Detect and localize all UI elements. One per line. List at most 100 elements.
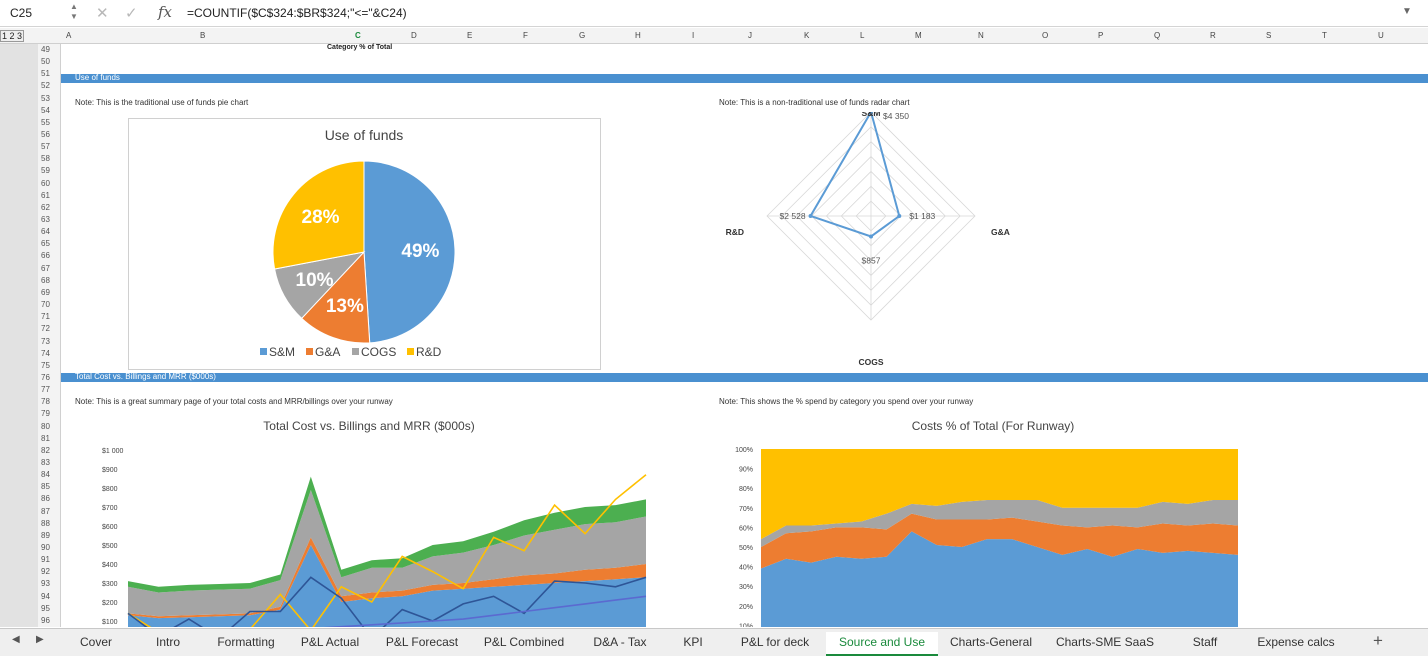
row-header[interactable]: 82 [41, 445, 50, 455]
radar-chart[interactable]: S&M G&A COGS R&D $4 350 $1 183 $857 $2 528 [721, 112, 1031, 367]
row-header[interactable]: 51 [41, 69, 50, 79]
sheet-tab[interactable]: P&L Actual [300, 635, 360, 649]
row-header[interactable]: 58 [41, 154, 50, 164]
sheet-tab[interactable]: Formatting [217, 635, 275, 649]
row-header[interactable]: 52 [41, 81, 50, 91]
confirm-icon[interactable]: ✓ [125, 5, 138, 22]
row-header[interactable]: 72 [41, 324, 50, 334]
row-header[interactable]: 68 [41, 275, 50, 285]
column-header-k[interactable]: K [804, 31, 810, 40]
row-header[interactable]: 91 [41, 555, 50, 565]
pie-chart[interactable]: Use of funds 49% 13% 10% 28% S&M G&A COGS R&D [128, 118, 601, 370]
row-header[interactable]: 84 [41, 470, 50, 480]
sheet-tab[interactable]: Expense calcs [1257, 635, 1335, 649]
column-header-s[interactable]: S [1266, 31, 1272, 40]
row-header[interactable]: 75 [41, 360, 50, 370]
row-header[interactable]: 89 [41, 530, 50, 540]
column-header-e[interactable]: E [467, 31, 473, 40]
column-header-d[interactable]: D [411, 31, 417, 40]
name-box[interactable]: C25 [10, 6, 33, 20]
pie-chart-title: Use of funds [325, 127, 404, 143]
sheet-tab[interactable]: Intro [155, 635, 180, 649]
sheet-tab[interactable]: KPI [683, 635, 703, 649]
sheet-tab[interactable]: Charts-SME SaaS [1055, 635, 1155, 649]
row-header[interactable]: 87 [41, 506, 50, 516]
row-header[interactable]: 56 [41, 130, 50, 140]
row-header[interactable]: 80 [41, 421, 50, 431]
sheet-tab[interactable]: Cover [79, 635, 112, 649]
column-header-j[interactable]: J [748, 31, 752, 40]
row-header[interactable]: 95 [41, 603, 50, 613]
column-header-m[interactable]: M [915, 31, 922, 40]
function-icon[interactable]: fx [158, 3, 173, 21]
column-header-u[interactable]: U [1378, 31, 1384, 40]
row-header[interactable]: 64 [41, 227, 50, 237]
sheet-tab[interactable]: P&L Combined [483, 635, 565, 649]
row-header[interactable]: 54 [41, 105, 50, 115]
column-header-f[interactable]: F [523, 31, 528, 40]
row-header[interactable]: 77 [41, 385, 50, 395]
name-box-spinner[interactable]: ▲ ▼ [70, 2, 78, 21]
row-header[interactable]: 67 [41, 263, 50, 273]
row-header[interactable]: 69 [41, 287, 50, 297]
row-header[interactable]: 59 [41, 166, 50, 176]
row-header[interactable]: 96 [41, 615, 50, 625]
row-header[interactable]: 83 [41, 457, 50, 467]
row-header[interactable]: 71 [41, 312, 50, 322]
row-header[interactable]: 79 [41, 409, 50, 419]
column-header-b[interactable]: B [200, 31, 206, 40]
row-header[interactable]: 94 [41, 591, 50, 601]
row-header[interactable]: 73 [41, 336, 50, 346]
expand-formula-icon[interactable]: ▼ [1402, 6, 1412, 17]
row-header[interactable]: 78 [41, 397, 50, 407]
row-header[interactable]: 66 [41, 251, 50, 261]
sheet-tab[interactable]: P&L Forecast [385, 635, 459, 649]
row-header[interactable]: 61 [41, 190, 50, 200]
column-header-q[interactable]: Q [1154, 31, 1161, 40]
row-header[interactable]: 76 [41, 372, 50, 382]
add-sheet-icon[interactable]: + [1373, 631, 1383, 650]
row-header[interactable]: 74 [41, 348, 50, 358]
sheet-tab[interactable]: Source and Use [826, 632, 938, 656]
row-header[interactable]: 88 [41, 518, 50, 528]
column-header-c[interactable]: C [355, 31, 361, 40]
column-header-t[interactable]: T [1322, 31, 1327, 40]
row-header[interactable]: 90 [41, 542, 50, 552]
row-header[interactable]: 53 [41, 93, 50, 103]
column-header-n[interactable]: N [978, 31, 984, 40]
row-header[interactable]: 81 [41, 433, 50, 443]
row-header[interactable]: 65 [41, 239, 50, 249]
cost-percent-chart[interactable]: Costs % of Total (For Runway)0%10%20%30%… [706, 414, 1266, 627]
sheet-tab[interactable]: D&A - Tax [593, 635, 647, 649]
row-header[interactable]: 62 [41, 202, 50, 212]
column-header-r[interactable]: R [1210, 31, 1216, 40]
prev-sheet-icon[interactable]: ◀ [12, 634, 20, 645]
column-header-l[interactable]: L [860, 31, 865, 40]
total-cost-chart[interactable]: Total Cost vs. Billings and MRR ($000s)-… [61, 414, 701, 627]
outline-level-buttons[interactable]: 1 2 3 [0, 30, 25, 42]
row-header[interactable]: 60 [41, 178, 50, 188]
column-header-a[interactable]: A [66, 31, 72, 40]
column-header-h[interactable]: H [635, 31, 641, 40]
row-header[interactable]: 50 [41, 57, 50, 67]
row-header[interactable]: 93 [41, 579, 50, 589]
row-header[interactable]: 49 [41, 45, 50, 54]
sheet-tab[interactable]: P&L for deck [740, 635, 810, 649]
sheet-tab[interactable]: Charts-General [949, 635, 1033, 649]
next-sheet-icon[interactable]: ▶ [36, 634, 44, 645]
row-header[interactable]: 70 [41, 300, 50, 310]
column-header-g[interactable]: G [579, 31, 586, 40]
sheet-tab[interactable]: Staff [1192, 635, 1218, 649]
formula-input[interactable]: =COUNTIF($C$324:$BR$324;"<="&C24) [187, 6, 407, 20]
row-header[interactable]: 57 [41, 142, 50, 152]
row-header[interactable]: 55 [41, 117, 50, 127]
row-header[interactable]: 63 [41, 215, 50, 225]
column-header-p[interactable]: P [1098, 31, 1104, 40]
row-header[interactable]: 85 [41, 482, 50, 492]
cost-y-tick: $500 [102, 543, 118, 550]
column-header-o[interactable]: O [1042, 31, 1049, 40]
column-header-i[interactable]: I [692, 31, 695, 40]
row-header[interactable]: 92 [41, 567, 50, 577]
cancel-icon[interactable]: ✕ [96, 5, 109, 22]
row-header[interactable]: 86 [41, 494, 50, 504]
